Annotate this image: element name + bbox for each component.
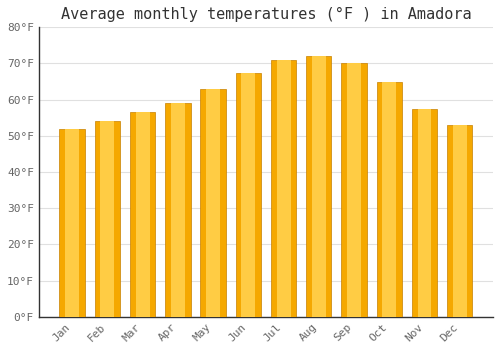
Bar	[447, 125, 472, 317]
Bar	[60, 128, 85, 317]
Bar	[65, 128, 79, 317]
Bar	[376, 82, 402, 317]
Bar	[165, 103, 190, 317]
Bar	[342, 63, 366, 317]
Bar	[412, 109, 437, 317]
Bar	[242, 72, 256, 317]
Bar	[171, 103, 185, 317]
Bar	[312, 56, 326, 317]
Bar	[236, 72, 261, 317]
Bar	[206, 89, 220, 317]
Bar	[306, 56, 332, 317]
Bar	[136, 112, 149, 317]
Bar	[347, 63, 361, 317]
Bar	[418, 109, 432, 317]
Title: Average monthly temperatures (°F ) in Amadora: Average monthly temperatures (°F ) in Am…	[60, 7, 471, 22]
Bar	[276, 60, 290, 317]
Bar	[271, 60, 296, 317]
Bar	[100, 121, 114, 317]
Bar	[200, 89, 226, 317]
Bar	[130, 112, 156, 317]
Bar	[382, 82, 396, 317]
Bar	[452, 125, 466, 317]
Bar	[94, 121, 120, 317]
